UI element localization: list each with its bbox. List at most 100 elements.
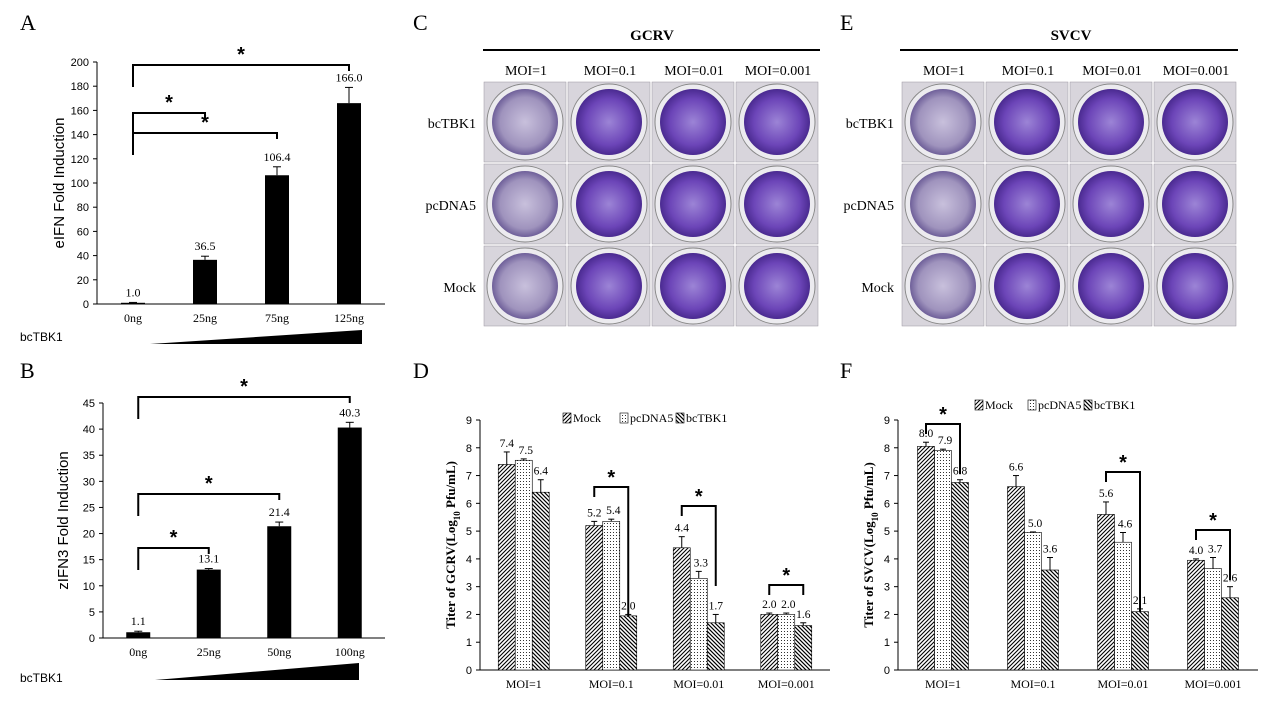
y-tick-label: 5 [466,526,472,538]
bar-bcTBK1 [706,622,725,671]
data-label: 7.9 [938,435,953,447]
legend-label: Mock [985,398,1013,412]
bar-bcTBK1 [1041,569,1059,671]
y-tick-label: 30 [83,476,95,488]
y-tick-label: 8 [466,443,472,455]
y-tick-label: 120 [71,154,89,166]
y-axis-title: eIFN Fold Induction [51,118,68,249]
data-label: 5.4 [606,505,621,517]
panel-letter-A: A [20,10,36,35]
bar [337,427,362,638]
y-tick-label: 4 [884,554,890,566]
legend-label: pcDNA5 [1038,398,1081,412]
panel-letter-B: B [20,358,35,383]
row-label: Mock [861,281,894,296]
y-tick-label: 0 [884,665,890,677]
bar-Mock [1187,559,1205,671]
data-label: 3.7 [1208,544,1223,556]
bar-Mock [585,525,604,671]
significance-bracket [593,486,630,617]
y-tick-label: 3 [884,582,890,594]
row-label: Mock [443,281,476,296]
bar-bcTBK1 [1221,597,1239,671]
chart-D: 01234567897.45.24.42.07.55.43.32.06.42.0… [443,411,830,691]
moi-column-label: MOI=0.01 [664,64,724,79]
plaque-panel-E: SVCV MOI=1 MOI=0.1 MOI=0.01 MOI=0.001 bcTBK1 p… [843,28,1238,327]
data-label: 21.4 [269,505,290,519]
legend-label: pcDNA5 [630,411,673,425]
bar-bcTBK1 [531,491,550,671]
data-label: 4.4 [675,523,690,535]
data-label: 3.6 [1043,544,1058,556]
legend-label: Mock [573,411,601,425]
moi-column-label: MOI=1 [923,64,965,79]
legend-swatch [619,412,629,424]
data-label: 7.4 [500,438,515,450]
bar [126,632,151,638]
significance-star: * [237,44,245,66]
bar-pcDNA5 [602,521,621,671]
data-label: 36.5 [195,239,216,253]
plaque-dish [994,89,1060,155]
bar-bcTBK1 [1131,611,1149,671]
plaque-dish [1162,89,1228,155]
plaque-dish [744,89,810,155]
y-tick-label: 40 [77,251,89,263]
data-label: 4.6 [1118,519,1133,531]
y-tick-label: 6 [884,498,890,510]
data-label: 1.7 [709,600,724,612]
moi-column-label: MOI=0.001 [745,64,812,79]
legend-swatch [1027,399,1037,411]
y-tick-label: 10 [83,581,95,593]
x-tick-label: MOI=0.1 [589,677,634,691]
y-tick-label: 20 [77,275,89,287]
bar [121,302,145,304]
bar [196,569,221,638]
significance-star: * [1119,452,1127,474]
data-label: 13.1 [198,552,219,566]
significance-star: * [201,112,209,134]
panel-letter-E: E [840,10,853,35]
bar-pcDNA5 [777,614,796,671]
significance-star: * [1209,510,1217,532]
data-label: 6.4 [534,466,549,478]
plaque-dish [910,171,976,237]
significance-star: * [170,527,178,549]
y-tick-label: 3 [466,582,472,594]
moi-column-label: MOI=1 [505,64,547,79]
virus-title: SVCV [1051,28,1092,44]
treatment-label: bcTBK1 [20,330,63,344]
x-tick-label: 25ng [193,311,217,325]
bar-bcTBK1 [794,625,813,671]
bar-Mock [672,547,691,671]
plaque-dish [660,89,726,155]
y-tick-label: 140 [71,130,89,142]
significance-star: * [240,376,248,398]
significance-bracket [132,132,278,155]
bar [267,526,292,638]
bar-pcDNA5 [689,578,708,671]
data-label: 2.0 [781,599,796,611]
y-tick-label: 1 [466,637,472,649]
plaque-dish [1162,253,1228,319]
data-label: 6.6 [1009,462,1024,474]
bar-Mock [917,446,935,671]
y-tick-label: 2 [466,609,472,621]
data-label: 4.0 [1189,545,1204,557]
plaque-dish [492,89,558,155]
y-axis-title: zIFN3 Fold Induction [55,451,72,589]
data-label: 3.3 [694,557,709,569]
x-tick-label: MOI=0.001 [1184,677,1241,691]
plaque-dish [576,253,642,319]
plaque-dish [910,89,976,155]
y-tick-label: 80 [77,202,89,214]
plaque-dish [910,253,976,319]
legend-swatch [562,412,572,424]
significance-bracket [132,112,206,135]
bar [265,175,289,304]
plaque-dish [994,253,1060,319]
y-tick-label: 25 [83,502,95,514]
plaque-dish [1078,171,1144,237]
